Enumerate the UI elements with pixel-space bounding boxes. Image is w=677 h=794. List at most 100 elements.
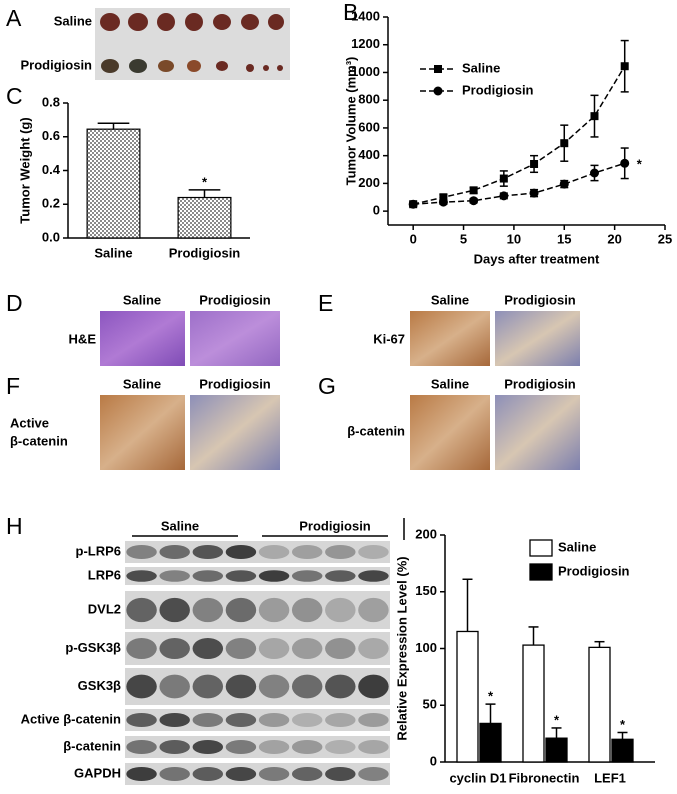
- marker: [530, 159, 539, 168]
- blot-band: [358, 712, 389, 728]
- blot-band: [192, 544, 224, 560]
- blot-band: [291, 597, 323, 623]
- blot-band: [159, 739, 190, 755]
- histology-image: [190, 395, 280, 470]
- blot-band: [291, 739, 323, 755]
- y-tick-label: 150: [415, 583, 437, 598]
- x-tick-label: 15: [557, 231, 571, 246]
- blot-band: [291, 544, 323, 560]
- group-label: Saline: [161, 518, 199, 533]
- blot-band: [225, 766, 257, 782]
- histology-image: [495, 311, 580, 366]
- blot-band: [126, 674, 157, 699]
- marker: [469, 196, 479, 206]
- x-tick-label: Fibronectin: [509, 770, 580, 785]
- blot-row-label: GSK3β: [78, 678, 121, 693]
- blot-band: [225, 739, 257, 755]
- significance: *: [554, 712, 560, 727]
- stain-label: H&E: [69, 331, 97, 346]
- blot-band: [358, 674, 389, 699]
- series-line: [413, 65, 626, 205]
- blot-band: [258, 570, 290, 582]
- row-label: Saline: [54, 13, 92, 28]
- marker: [499, 174, 508, 183]
- marker: [499, 191, 509, 201]
- row-label: Prodigiosin: [21, 57, 93, 72]
- legend-label: Prodigiosin: [462, 82, 534, 97]
- blot-band: [358, 739, 389, 755]
- y-tick-label: 1000: [351, 64, 380, 79]
- marker: [559, 179, 569, 189]
- y-tick-label: 200: [415, 526, 437, 541]
- blot-band: [225, 570, 257, 582]
- bar: [522, 644, 545, 763]
- blot-band: [159, 674, 190, 699]
- column-label: Saline: [431, 376, 469, 391]
- blot-band: [225, 637, 257, 660]
- blot-row-label: GAPDH: [74, 765, 121, 780]
- blot-band: [291, 712, 323, 728]
- blot-band: [258, 766, 290, 782]
- bar: [86, 128, 141, 239]
- blot-row-label: p-LRP6: [76, 543, 122, 558]
- blot-band: [291, 637, 323, 660]
- y-tick-label: 1400: [351, 8, 380, 23]
- marker: [434, 65, 442, 73]
- y-tick-label: 0.0: [42, 229, 60, 244]
- x-tick-label: 10: [507, 231, 521, 246]
- blot-band: [358, 544, 389, 560]
- y-tick-label: 0.2: [42, 196, 60, 211]
- x-tick-label: 25: [658, 231, 672, 246]
- bar: [611, 738, 634, 763]
- blot-band: [225, 674, 257, 699]
- blot-band: [192, 766, 224, 782]
- bar: [479, 722, 502, 763]
- x-tick-label: cyclin D1: [449, 770, 506, 785]
- blot-row-label: p-GSK3β: [65, 640, 121, 655]
- x-tick-label: 0: [410, 231, 417, 246]
- blot-band: [258, 544, 290, 560]
- blot-band: [358, 597, 389, 623]
- legend-label: Prodigiosin: [558, 563, 630, 578]
- bar: [177, 196, 232, 239]
- histology-image: [495, 395, 580, 470]
- blot-band: [325, 712, 356, 728]
- blot-band: [159, 544, 190, 560]
- blot-band: [258, 637, 290, 660]
- column-label: Prodigiosin: [504, 292, 576, 307]
- significance: *: [637, 157, 643, 172]
- y-tick-label: 100: [415, 640, 437, 655]
- blot-band: [159, 597, 190, 623]
- blot-band: [325, 544, 356, 560]
- panel-letter: H: [6, 513, 23, 539]
- panel-letter: B: [343, 0, 358, 25]
- blot-band: [225, 712, 257, 728]
- y-tick-label: 400: [358, 147, 380, 162]
- marker: [439, 193, 448, 202]
- blot-band: [126, 570, 157, 582]
- blot-band: [358, 766, 389, 782]
- blot-band: [159, 712, 190, 728]
- marker: [560, 139, 569, 148]
- blot-band: [325, 637, 356, 660]
- blot-band: [325, 766, 356, 782]
- y-tick-label: 50: [423, 697, 437, 712]
- group-label: Prodigiosin: [299, 518, 371, 533]
- blot-band: [192, 739, 224, 755]
- x-tick-label: 5: [460, 231, 467, 246]
- y-tick-label: 200: [358, 175, 380, 190]
- blot-row-label: Active β-catenin: [21, 711, 121, 726]
- stain-label: β-catenin: [10, 433, 68, 448]
- blot-band: [258, 712, 290, 728]
- y-tick-label: 0: [373, 203, 380, 218]
- significance: *: [488, 689, 494, 704]
- y-tick-label: 800: [358, 92, 380, 107]
- legend-label: Saline: [558, 539, 596, 554]
- blot-strip: [125, 763, 390, 785]
- x-tick-label: 20: [607, 231, 621, 246]
- blot-band: [159, 570, 190, 582]
- marker: [469, 186, 478, 195]
- histology-image: [410, 395, 490, 470]
- tumors: [100, 13, 284, 73]
